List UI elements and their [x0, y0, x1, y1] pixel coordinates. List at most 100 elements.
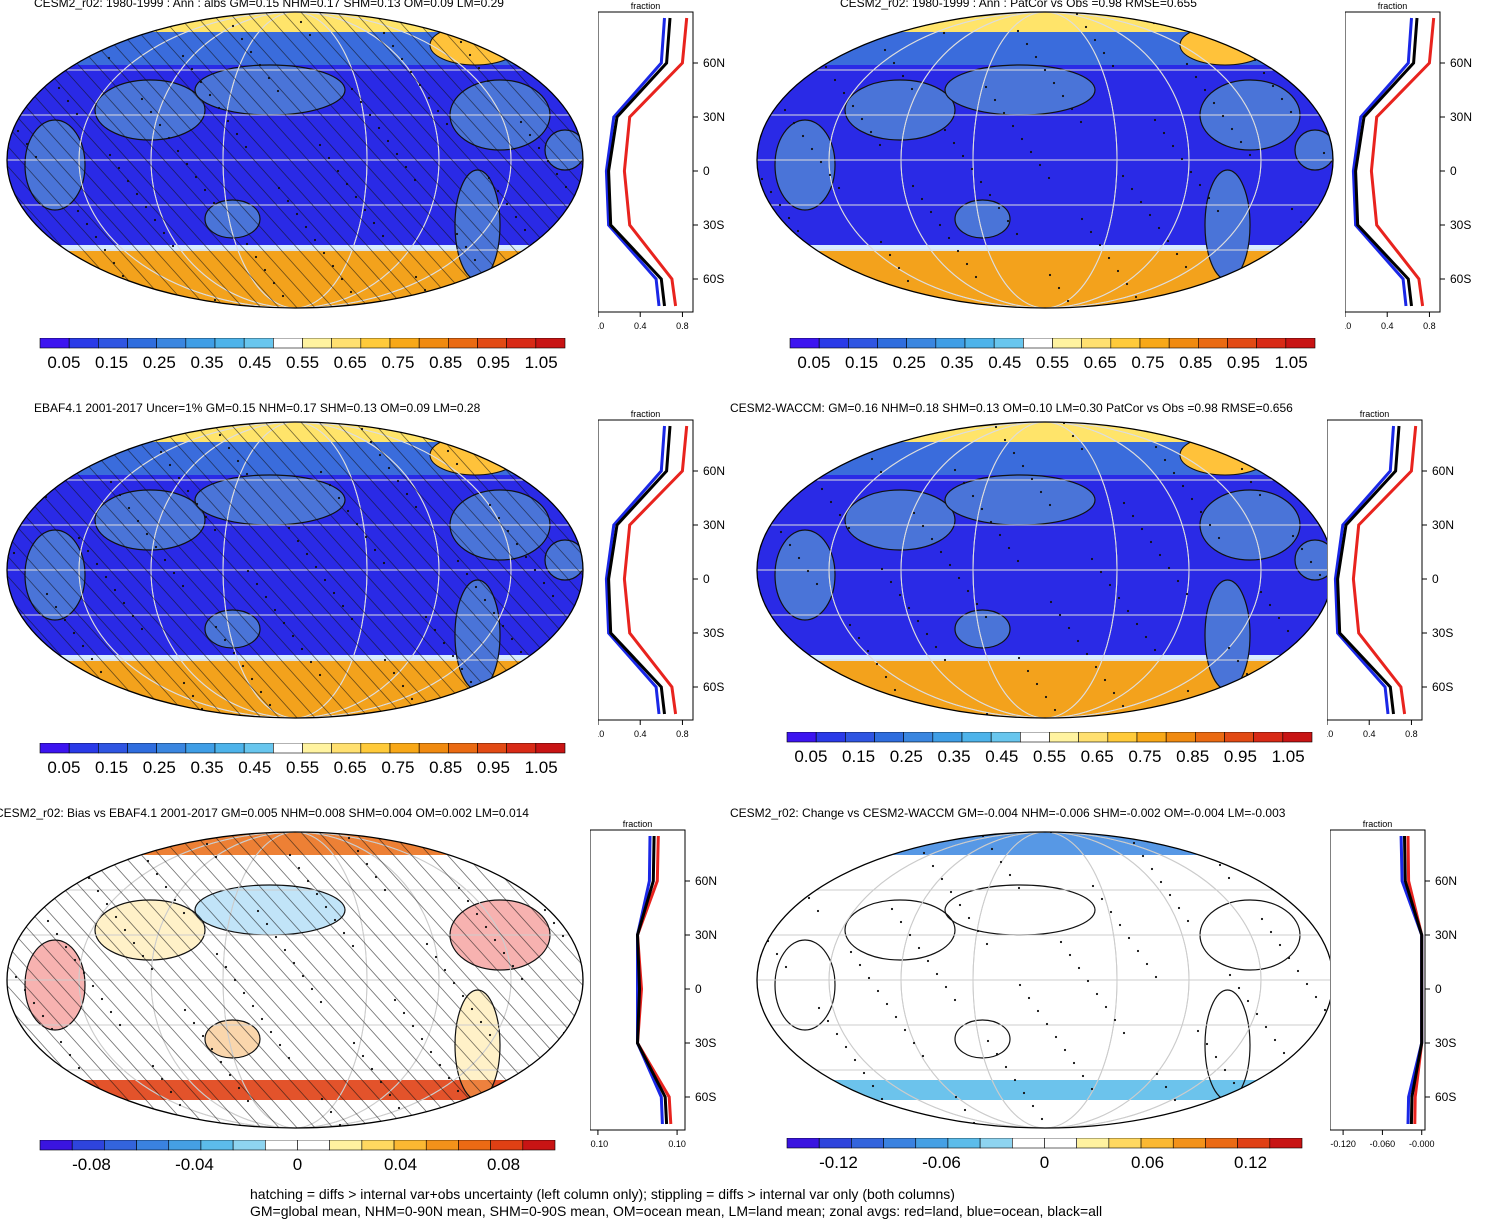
colorbar-swatch — [156, 743, 187, 754]
zonal-label: fraction — [631, 1, 661, 11]
colorbar-swatch — [329, 1140, 363, 1151]
colorbar-swatch — [1165, 732, 1196, 743]
colorbar-swatch — [906, 338, 937, 349]
lat-tick-label: 30N — [703, 110, 725, 124]
colorbar-tick-label: 0.55 — [286, 758, 319, 777]
colorbar-swatch — [458, 1140, 491, 1151]
colorbar-swatch — [1198, 338, 1228, 349]
colorbar-tick-label: 0.95 — [1224, 747, 1257, 766]
colorbar-tick-label: 0.05 — [797, 353, 830, 372]
zonal-x-tick-label: 0.8 — [676, 729, 689, 738]
colorbar-tick-label: 0.25 — [890, 747, 923, 766]
zonal-series-ocean — [636, 835, 664, 1125]
colorbar-swatch — [389, 338, 420, 349]
colorbar-tick-label: 0.08 — [487, 1155, 520, 1174]
colorbar-swatch — [360, 743, 391, 754]
colorbar-swatch — [1224, 732, 1254, 743]
colorbar-swatch — [1140, 1138, 1174, 1149]
colorbar-tick-label: 0.55 — [1036, 353, 1069, 372]
colorbar-swatch — [535, 338, 566, 349]
colorbar-swatch — [200, 1140, 234, 1151]
colorbar-swatch — [477, 338, 507, 349]
colorbar-swatch — [1044, 1138, 1077, 1149]
map-field — [757, 832, 1333, 1128]
map-outline — [6, 421, 584, 719]
colorbar-swatch — [39, 1140, 73, 1151]
colorbar-swatch — [1237, 1138, 1271, 1149]
colorbar-tick-label: 0.05 — [794, 747, 827, 766]
colorbar-swatch — [490, 1140, 524, 1151]
lat-tick-label: 0 — [703, 572, 710, 586]
map — [6, 831, 584, 1129]
colorbar-swatch — [915, 1138, 949, 1149]
colorbar-swatch — [418, 743, 449, 754]
footer-line-2: GM=global mean, NHM=0-90N mean, SHM=0-90… — [250, 1203, 1103, 1219]
colorbar-swatch — [979, 1138, 1013, 1149]
colorbar-swatch — [1253, 732, 1284, 743]
colorbar-swatch — [418, 338, 449, 349]
map-outline — [756, 11, 1334, 309]
colorbar-tick-label: 0 — [1040, 1153, 1049, 1172]
lat-tick-label: 30N — [1432, 518, 1454, 532]
colorbar-tick-label: 0.85 — [429, 353, 462, 372]
zonal-x-tick-label: 0.4 — [1363, 729, 1376, 738]
map — [6, 421, 584, 719]
colorbar-tick-label: 0.55 — [286, 353, 319, 372]
map — [756, 11, 1334, 309]
colorbar-tick-label: 0.45 — [985, 747, 1018, 766]
colorbar-swatch — [273, 338, 303, 349]
panel-6: CESM2_r02: Change vs CESM2-WACCM GM=-0.0… — [730, 806, 1485, 1210]
colorbar-tick-label: 0.25 — [143, 353, 176, 372]
colorbar-swatch — [297, 1140, 330, 1151]
panel-2: CESM2_r02: 1980-1999 : Ann : PatCor vs O… — [745, 0, 1485, 400]
colorbar-swatch — [232, 1140, 266, 1151]
panel-1: CESM2_r02: 1980-1999 : Ann : albs GM=0.1… — [0, 0, 740, 400]
panel-title: CESM2_r02: Change vs CESM2-WACCM GM=-0.0… — [730, 806, 1286, 820]
lat-tick-label: 60S — [703, 272, 724, 286]
colorbar: -0.12 -0.06 0 0.06 0.12 — [786, 1138, 1303, 1172]
colorbar-swatch — [1108, 1138, 1142, 1149]
colorbar-tick-label: 0 — [293, 1155, 302, 1174]
panel-title: CESM2_r02: 1980-1999 : Ann : PatCor vs O… — [840, 0, 1197, 10]
colorbar-tick-label: -0.06 — [922, 1153, 961, 1172]
zonal-series-all — [1354, 17, 1419, 307]
colorbar-tick-label: 0.35 — [940, 353, 973, 372]
colorbar-swatch — [818, 1138, 852, 1149]
colorbar-swatch — [1195, 732, 1225, 743]
zonal-label: fraction — [1378, 1, 1408, 11]
colorbar-tick-label: 0.12 — [1234, 1153, 1267, 1172]
lat-tick-label: 30S — [1435, 1036, 1456, 1050]
colorbar-swatch — [1049, 732, 1079, 743]
colorbar-swatch — [185, 338, 216, 349]
lat-tick-label: 30N — [1450, 110, 1472, 124]
colorbar-tick-label: 0.15 — [95, 353, 128, 372]
colorbar-swatch — [1282, 732, 1313, 743]
lat-tick-label: 60S — [695, 1090, 716, 1104]
colorbar-swatch — [786, 732, 817, 743]
colorbar-tick-label: 0.75 — [1131, 353, 1164, 372]
zonal-series-all — [607, 425, 672, 715]
colorbar-tick-label: 0.85 — [1179, 353, 1212, 372]
colorbar-swatch — [947, 1138, 981, 1149]
colorbar-tick-label: 0.05 — [47, 353, 80, 372]
zonal-x-tick-label: 0.10 — [668, 1139, 686, 1148]
lat-tick-label: 60S — [1450, 272, 1471, 286]
colorbar-tick-label: 0.15 — [842, 747, 875, 766]
colorbar-swatch — [848, 338, 878, 349]
colorbar-swatch — [1172, 1138, 1206, 1149]
lat-tick-label: 60S — [703, 680, 724, 694]
colorbar-swatch — [68, 338, 99, 349]
colorbar-swatch — [818, 338, 849, 349]
zonal-series-ocean — [1333, 425, 1395, 715]
zonal-mean-plot: fraction 60N 30N 0 30S 60S 0.0 0.4 0.8 — [1327, 409, 1454, 738]
lat-tick-label: 60N — [703, 464, 725, 478]
colorbar-tick-label: 0.55 — [1033, 747, 1066, 766]
footer-line-1: hatching = diffs > internal var+obs unce… — [250, 1186, 955, 1202]
zonal-label: fraction — [623, 819, 653, 829]
colorbar-swatch — [1168, 338, 1199, 349]
colorbar-swatch — [1078, 732, 1109, 743]
zonal-label: fraction — [1363, 819, 1393, 829]
zonal-label: fraction — [631, 409, 661, 419]
zonal-x-tick-label: 0.4 — [634, 321, 647, 330]
colorbar-swatch — [903, 732, 934, 743]
